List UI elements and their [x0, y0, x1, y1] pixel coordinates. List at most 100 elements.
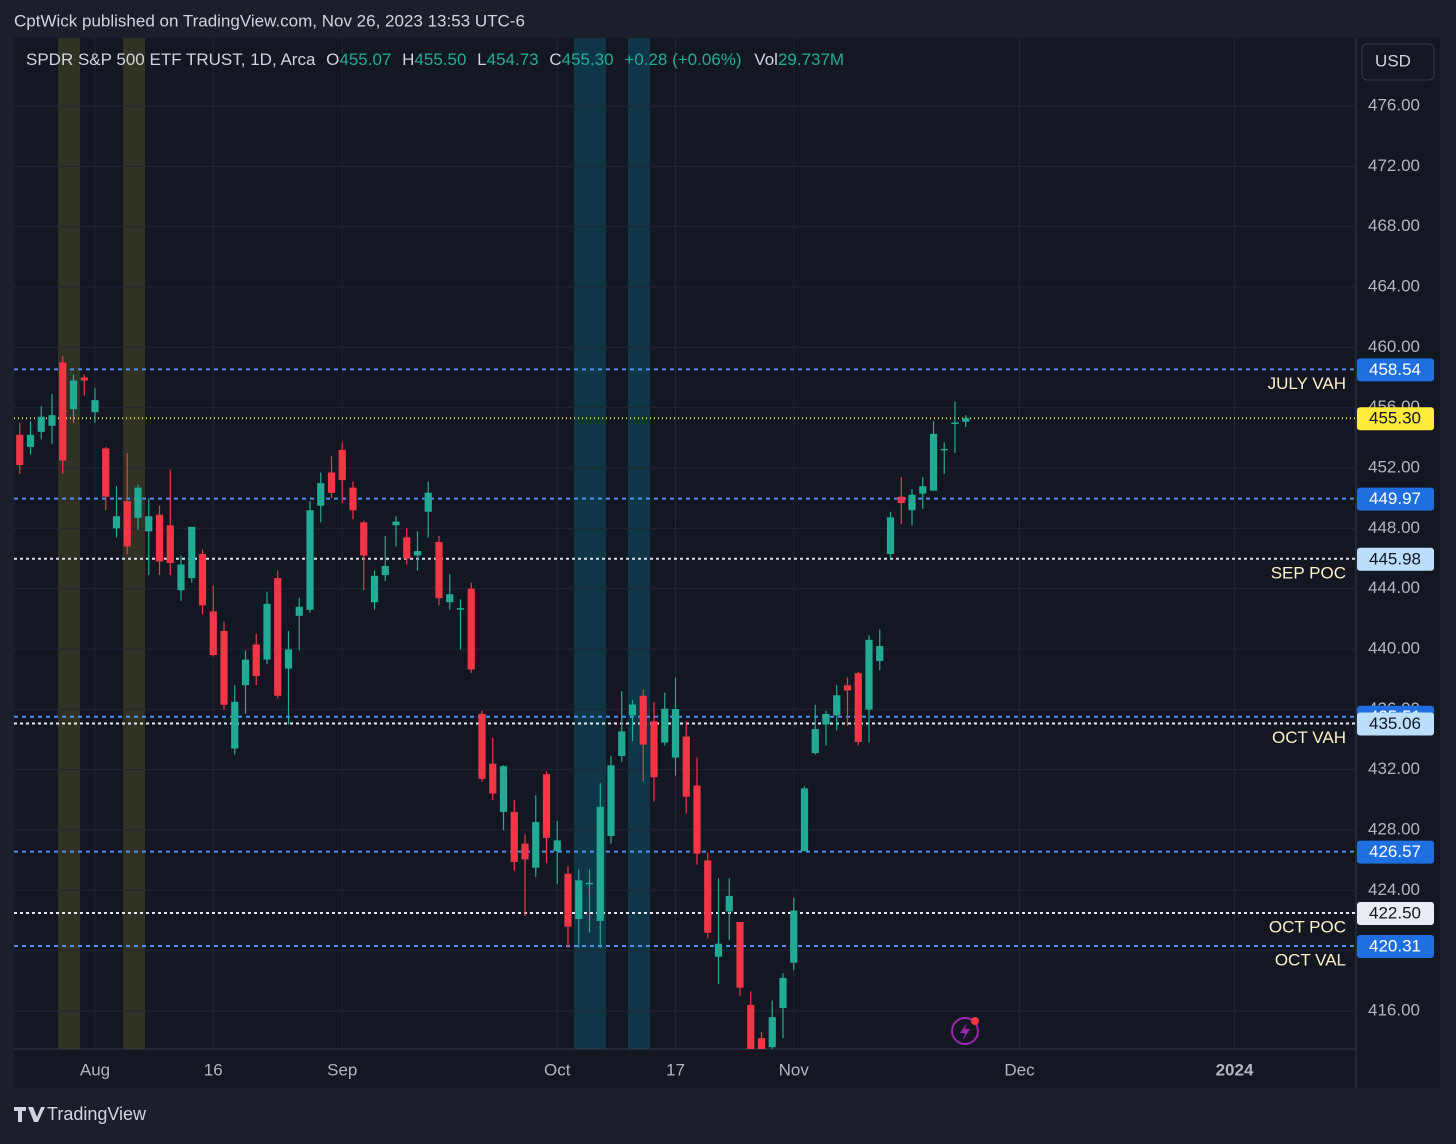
candle-body	[822, 714, 830, 725]
candle-body	[671, 709, 680, 758]
band	[628, 38, 650, 1049]
candle-body	[413, 550, 422, 556]
candle-body	[478, 713, 486, 779]
candle-body	[123, 501, 131, 547]
y-tick-label: 464.00	[1368, 277, 1420, 296]
candle-body	[317, 483, 325, 506]
price-tag	[1357, 934, 1434, 958]
x-tick-label: Nov	[779, 1060, 810, 1079]
candle-body	[145, 516, 153, 532]
candle-body	[639, 695, 647, 745]
candle-body	[714, 943, 723, 957]
candle-body	[349, 487, 357, 511]
candle-body	[456, 608, 465, 610]
y-tick-label: 476.00	[1368, 96, 1420, 115]
logo-mark	[14, 1107, 45, 1122]
legend-value: 455.50	[414, 50, 466, 69]
candles	[16, 356, 970, 1049]
candle-body	[16, 434, 24, 465]
price-tag	[1357, 487, 1434, 511]
level-name: OCT VAH	[1272, 728, 1346, 747]
candle-body	[553, 840, 561, 852]
candle-body	[607, 765, 615, 837]
y-tick-label: 460.00	[1368, 337, 1420, 356]
candle-body	[962, 418, 970, 422]
candle-body	[467, 588, 475, 670]
candle-body	[908, 494, 916, 511]
candle-body	[403, 537, 411, 559]
candle-body	[112, 516, 121, 529]
price-tag-label: 445.98	[1369, 549, 1421, 568]
alert-icon	[951, 1017, 979, 1045]
candle-body	[585, 882, 594, 885]
candle-body	[542, 774, 551, 838]
y-tick-label: 448.00	[1368, 518, 1420, 537]
level-name: OCT VAL	[1275, 950, 1346, 969]
candle-body	[198, 553, 207, 606]
candle-body	[231, 701, 239, 749]
candle-body	[381, 566, 389, 576]
footer: TradingView	[47, 1104, 147, 1124]
x-tick-label: 17	[666, 1060, 685, 1079]
candle-body	[575, 880, 583, 919]
legend-value: 454.73	[487, 50, 539, 69]
candle-body	[768, 1017, 776, 1048]
candle-body	[897, 496, 905, 504]
y-tick-label: 440.00	[1368, 638, 1420, 657]
candle-body	[757, 1038, 766, 1049]
candle-body	[790, 910, 798, 963]
candle-body	[370, 575, 379, 603]
band	[58, 38, 80, 1049]
symbol: SPDR S&P 500 ETF TRUST, 1D, Arca	[26, 50, 316, 69]
candle-body	[284, 649, 293, 669]
y-tick-label: 424.00	[1368, 880, 1420, 899]
candle-body	[532, 822, 540, 868]
candle-body	[188, 526, 196, 579]
candle-body	[155, 514, 164, 562]
candle-body	[59, 362, 67, 461]
header: CptWick published on TradingView.com, No…	[14, 11, 525, 30]
candle-body	[338, 449, 346, 481]
candle-body	[919, 486, 927, 494]
y-tick-label: 452.00	[1368, 457, 1420, 476]
alert-bolt	[960, 1023, 970, 1040]
candle-body	[725, 895, 733, 912]
chart-area	[14, 38, 1440, 1088]
grid	[14, 38, 1356, 1049]
candle-body	[177, 564, 185, 591]
currency-button[interactable]	[1361, 43, 1435, 81]
candle-body	[446, 594, 454, 603]
candle-body	[747, 1004, 755, 1049]
legend-label: L	[477, 50, 486, 69]
legend-label: C	[549, 50, 561, 69]
y-tick-label: 468.00	[1368, 216, 1420, 235]
x-tick-label: Aug	[80, 1060, 110, 1079]
price-tag	[1357, 358, 1434, 382]
price-tag-label: 455.30	[1369, 409, 1421, 428]
candle-body	[306, 510, 314, 610]
currency[interactable]: USD	[1375, 51, 1411, 70]
price-tag	[1357, 840, 1434, 864]
candle-body	[263, 603, 271, 660]
candle-body	[736, 922, 744, 988]
price-tag-label: 420.31	[1369, 936, 1421, 955]
level-name: JULY VAH	[1268, 374, 1346, 393]
candle-body	[209, 611, 217, 656]
candle-body	[26, 434, 35, 447]
candle-body	[241, 659, 250, 686]
legend: SPDR S&P 500 ETF TRUST, 1D, Arca O455.07…	[26, 50, 844, 69]
alert-ring	[951, 1017, 979, 1045]
candle-body	[510, 811, 518, 862]
x-tick-label: 2024	[1216, 1060, 1254, 1079]
candle-body	[424, 492, 432, 512]
candle-body	[435, 541, 443, 599]
candle-body	[252, 644, 260, 677]
legend-change: +0.28 (+0.06%)	[624, 50, 741, 69]
candle-body	[929, 433, 938, 491]
candle-body	[865, 639, 873, 710]
x-tick-label: 16	[204, 1060, 223, 1079]
candle-body	[295, 606, 303, 616]
candle-body	[37, 416, 45, 432]
candle-body	[843, 685, 852, 691]
